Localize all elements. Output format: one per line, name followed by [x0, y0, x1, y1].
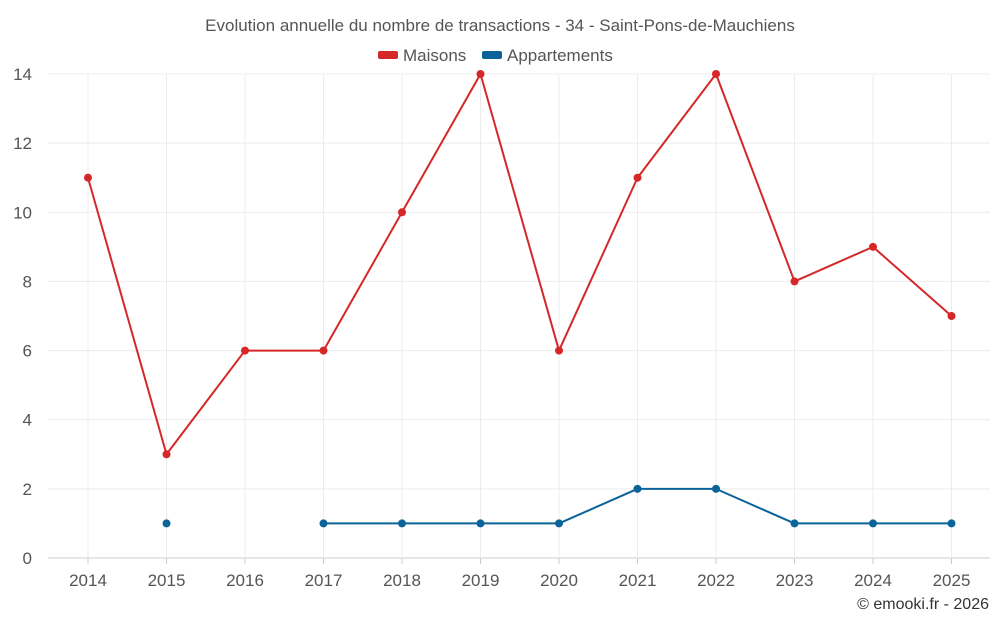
x-tick-label: 2021 [619, 571, 657, 590]
x-tick-label: 2025 [933, 571, 971, 590]
x-tick-label: 2015 [148, 571, 186, 590]
x-tick-label: 2017 [305, 571, 343, 590]
series-group [84, 70, 956, 528]
legend-swatch-appartements [482, 51, 502, 59]
y-tick-label: 14 [13, 65, 32, 84]
data-point-maisons-2016[interactable] [241, 346, 249, 355]
x-tick-label: 2024 [854, 571, 892, 590]
y-tick-label: 2 [23, 480, 32, 499]
chart-title: Evolution annuelle du nombre de transact… [205, 16, 795, 35]
x-tick-label: 2023 [776, 571, 814, 590]
x-tick-label: 2016 [226, 571, 264, 590]
y-tick-label: 12 [13, 134, 32, 153]
y-axis-ticks: 0 2 4 6 8 10 12 14 [13, 65, 32, 568]
data-point-appartements-2020[interactable] [555, 519, 563, 528]
data-point-appartements-2023[interactable] [790, 519, 799, 528]
x-tick-label: 2014 [69, 571, 107, 590]
data-point-maisons-2022[interactable] [712, 70, 720, 78]
x-tick-label: 2018 [383, 571, 421, 590]
data-point-maisons-2024[interactable] [869, 242, 877, 251]
legend-label-appartements[interactable]: Appartements [507, 46, 613, 65]
data-point-appartements-2022[interactable] [712, 484, 720, 493]
legend: Maisons Appartements [378, 46, 613, 65]
data-point-maisons-2019[interactable] [476, 70, 485, 78]
grid [48, 73, 990, 564]
data-point-maisons-2015[interactable] [162, 450, 171, 459]
credit-text: © emooki.fr - 2026 [857, 596, 989, 613]
y-tick-label: 10 [13, 203, 32, 222]
legend-label-maisons[interactable]: Maisons [403, 46, 466, 65]
y-tick-label: 4 [23, 411, 32, 430]
x-tick-label: 2020 [540, 571, 578, 590]
data-point-maisons-2020[interactable] [555, 346, 563, 355]
data-point-appartements-2017[interactable] [319, 519, 328, 528]
data-point-appartements-2015[interactable] [162, 519, 171, 528]
series-line-maisons [87, 73, 953, 456]
y-tick-label: 8 [23, 272, 32, 291]
x-tick-label: 2019 [462, 571, 500, 590]
data-point-appartements-2018[interactable] [398, 519, 406, 528]
data-point-maisons-2017[interactable] [319, 346, 328, 355]
legend-swatch-maisons [378, 51, 398, 59]
data-point-maisons-2021[interactable] [633, 173, 642, 182]
data-point-appartements-2019[interactable] [476, 519, 485, 528]
x-axis-ticks: 2014 2015 2016 2017 2018 2019 2020 2021 2022 2023… [69, 571, 970, 590]
y-tick-label: 6 [23, 342, 32, 361]
data-point-appartements-2024[interactable] [869, 519, 877, 528]
x-tick-label: 2022 [697, 571, 735, 590]
data-point-maisons-2014[interactable] [84, 173, 92, 182]
data-point-maisons-2025[interactable] [947, 312, 956, 320]
data-point-appartements-2025[interactable] [947, 519, 956, 528]
data-point-maisons-2018[interactable] [398, 208, 406, 217]
data-point-appartements-2021[interactable] [633, 484, 642, 493]
y-tick-label: 0 [23, 549, 32, 568]
data-point-maisons-2023[interactable] [790, 277, 799, 286]
